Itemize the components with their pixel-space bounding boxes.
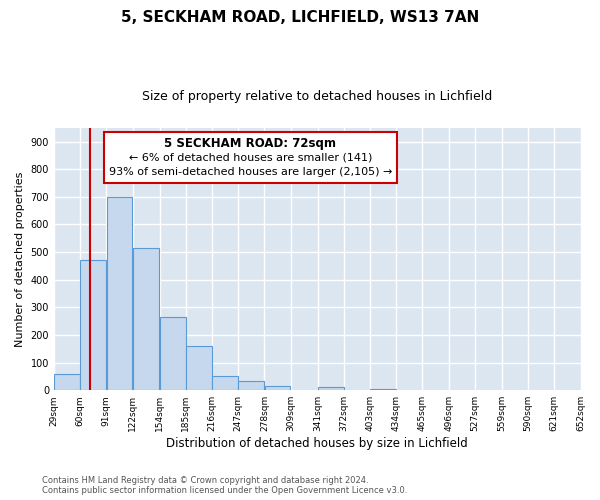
- Bar: [80, 260, 106, 390]
- Bar: [107, 197, 133, 390]
- Bar: [133, 248, 160, 390]
- Text: 5 SECKHAM ROAD: 72sqm: 5 SECKHAM ROAD: 72sqm: [164, 136, 337, 149]
- Text: Contains HM Land Registry data © Crown copyright and database right 2024.
Contai: Contains HM Land Registry data © Crown c…: [42, 476, 407, 495]
- Bar: [265, 386, 290, 390]
- Text: 5, SECKHAM ROAD, LICHFIELD, WS13 7AN: 5, SECKHAM ROAD, LICHFIELD, WS13 7AN: [121, 10, 479, 25]
- FancyBboxPatch shape: [104, 132, 397, 183]
- Bar: [318, 388, 344, 390]
- Title: Size of property relative to detached houses in Lichfield: Size of property relative to detached ho…: [142, 90, 493, 103]
- Text: 93% of semi-detached houses are larger (2,105) →: 93% of semi-detached houses are larger (…: [109, 167, 392, 177]
- Bar: [238, 380, 264, 390]
- Bar: [212, 376, 238, 390]
- Text: ← 6% of detached houses are smaller (141): ← 6% of detached houses are smaller (141…: [129, 152, 372, 162]
- Bar: [186, 346, 212, 390]
- Bar: [160, 317, 185, 390]
- Bar: [54, 374, 80, 390]
- Y-axis label: Number of detached properties: Number of detached properties: [15, 172, 25, 346]
- X-axis label: Distribution of detached houses by size in Lichfield: Distribution of detached houses by size …: [166, 437, 468, 450]
- Bar: [370, 389, 396, 390]
